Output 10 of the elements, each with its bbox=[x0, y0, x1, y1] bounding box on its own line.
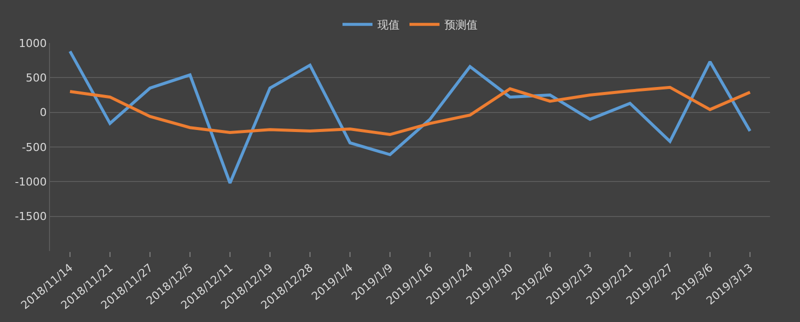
legend-label: 预测值 bbox=[444, 18, 478, 32]
y-tick-label: 500 bbox=[26, 72, 47, 85]
y-tick-label: -500 bbox=[22, 140, 47, 154]
y-tick-label: 1000 bbox=[18, 36, 47, 50]
line-series bbox=[68, 86, 752, 136]
y-tick-label: -1000 bbox=[14, 176, 47, 189]
y-tick-label: -1500 bbox=[14, 210, 47, 224]
y-tick-label: 0 bbox=[40, 106, 47, 120]
legend-label: 现值 bbox=[378, 18, 400, 32]
line-series bbox=[68, 50, 752, 185]
